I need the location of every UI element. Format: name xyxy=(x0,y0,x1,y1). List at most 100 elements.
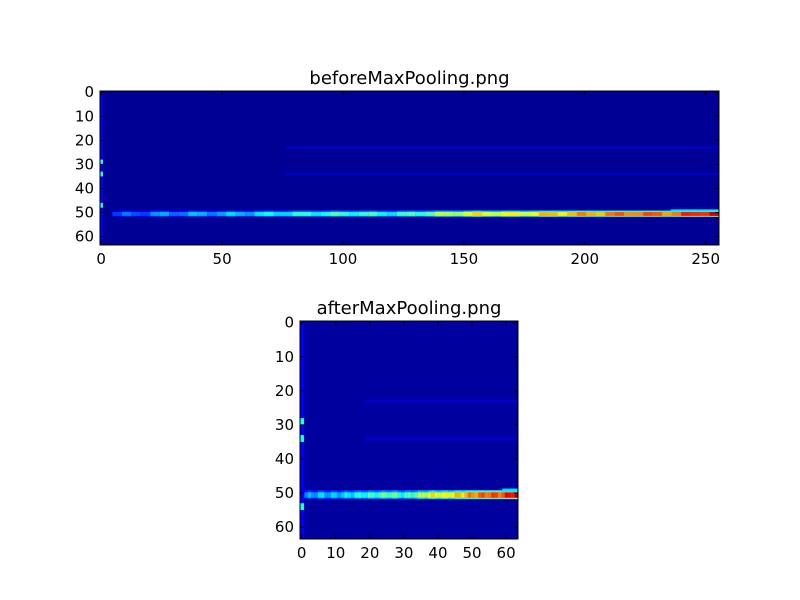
band-cell xyxy=(491,212,502,216)
band-cell xyxy=(121,212,132,216)
band-cell xyxy=(690,212,701,216)
band-cell xyxy=(358,212,369,216)
band-cell xyxy=(529,212,540,216)
heatmap-background xyxy=(100,91,719,245)
band-cell xyxy=(324,492,328,498)
left-edge-spot xyxy=(100,202,103,208)
band-cell xyxy=(317,492,322,498)
chart-title: afterMaxPooling.png xyxy=(317,298,502,319)
left-edge-column xyxy=(100,91,103,245)
band-cell xyxy=(471,492,475,498)
band-cell xyxy=(595,212,606,216)
band-cell xyxy=(112,212,122,216)
band-cell xyxy=(377,212,388,216)
band-cell xyxy=(334,492,338,498)
band-cell xyxy=(425,212,435,216)
band-cell xyxy=(434,212,445,216)
band-cell xyxy=(367,492,372,498)
band-cell xyxy=(347,492,352,498)
band-cell xyxy=(159,212,170,216)
band-cell xyxy=(407,492,412,498)
band-cell xyxy=(327,492,332,498)
band-cell xyxy=(586,212,596,216)
x-tick-label: 30 xyxy=(394,544,413,562)
band-cell xyxy=(361,492,365,498)
band-cell xyxy=(354,492,358,498)
band-cell xyxy=(140,212,151,216)
band-cell xyxy=(254,212,265,216)
left-edge-spot xyxy=(100,159,103,165)
band-cell xyxy=(197,212,208,216)
band-cell xyxy=(188,212,198,216)
band-cell xyxy=(301,212,312,216)
band-cell xyxy=(321,492,325,498)
band-cell xyxy=(472,212,483,216)
band-cell xyxy=(349,212,359,216)
chart-title: beforeMaxPooling.png xyxy=(309,68,509,89)
x-tick-label: 40 xyxy=(428,544,447,562)
band-cell xyxy=(320,212,331,216)
band-cell xyxy=(391,492,395,498)
heatmap-image xyxy=(300,321,518,539)
y-tick-label: 10 xyxy=(275,348,294,366)
band-cell xyxy=(330,212,340,216)
band-cell xyxy=(304,492,308,498)
band-cell xyxy=(624,212,634,216)
x-tick-label: 20 xyxy=(360,544,379,562)
heatmap-before-max-pooling: 0 50 100 150 200 250 0 10 20 30 40 50 60 beforeMaxPoo… xyxy=(75,68,720,268)
band-cell xyxy=(652,212,663,216)
y-tick-label: 0 xyxy=(284,314,294,332)
band-cell xyxy=(447,492,452,498)
x-tick-label: 150 xyxy=(450,250,479,268)
band-cell xyxy=(482,212,492,216)
band-cell xyxy=(351,492,355,498)
y-tick-label: 40 xyxy=(275,450,294,468)
band-cell xyxy=(245,212,255,216)
band-cell xyxy=(357,492,362,498)
band-cell xyxy=(427,492,432,498)
band-upper-line xyxy=(670,209,719,212)
band-cell xyxy=(311,212,322,216)
band-cell xyxy=(477,492,482,498)
y-tick-label: 20 xyxy=(75,131,94,149)
band-cell xyxy=(464,492,469,498)
band-cell xyxy=(401,492,405,498)
band-cell xyxy=(411,492,415,498)
band-cell xyxy=(364,492,368,498)
band-cell xyxy=(292,212,303,216)
band-cell xyxy=(424,492,429,498)
x-tick-label: 200 xyxy=(570,250,599,268)
y-tick-label: 40 xyxy=(75,179,94,197)
band-cell xyxy=(491,492,495,498)
x-tick-label: 50 xyxy=(213,250,232,268)
left-edge-spot xyxy=(100,171,103,177)
band-cell xyxy=(511,492,515,498)
band-cell xyxy=(457,492,462,498)
band-cell xyxy=(487,492,492,498)
band-cell xyxy=(374,492,378,498)
band-cell xyxy=(444,492,449,498)
faint-row xyxy=(365,436,518,441)
band-cell xyxy=(671,212,682,216)
band-cell xyxy=(397,492,402,498)
axes-frame xyxy=(299,320,519,540)
band-cell xyxy=(381,492,385,498)
x-tick-label: 250 xyxy=(691,250,720,268)
band-cell xyxy=(371,492,375,498)
band-cell xyxy=(273,212,284,216)
band-cell xyxy=(384,492,388,498)
band-cell xyxy=(331,492,335,498)
band-cell xyxy=(377,492,382,498)
band-cell xyxy=(484,492,489,498)
band-cell xyxy=(700,212,710,216)
y-tick-label: 10 xyxy=(75,107,94,125)
faint-row xyxy=(365,399,518,403)
band-cell xyxy=(444,212,454,216)
band-cell xyxy=(441,492,445,498)
band-cell xyxy=(368,212,378,216)
band-cell xyxy=(481,492,485,498)
heatmap-image xyxy=(100,91,719,245)
band-upper-line xyxy=(502,488,518,492)
band-cell xyxy=(662,212,672,216)
